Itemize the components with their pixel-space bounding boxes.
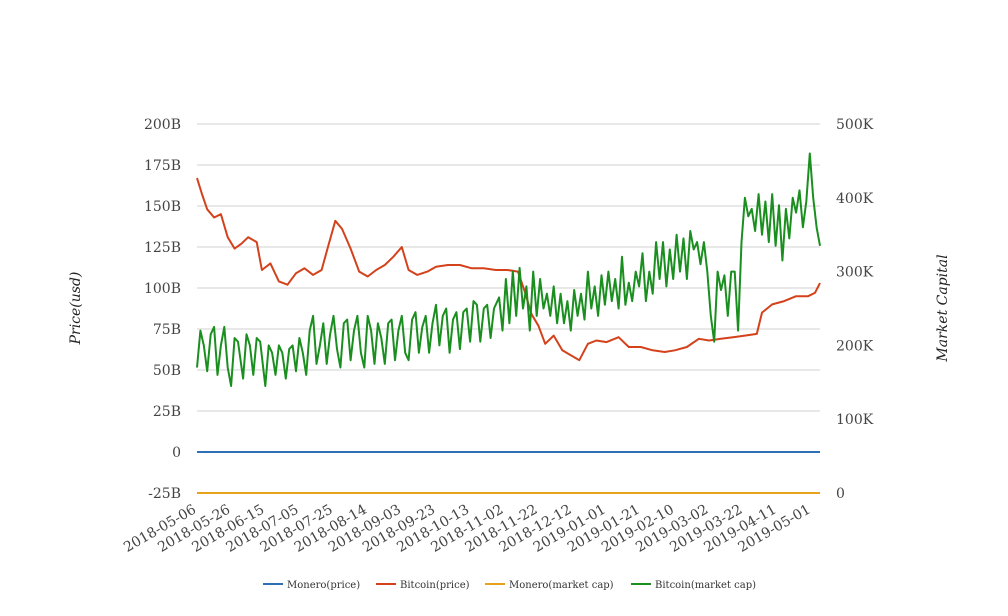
legend-label: Monero(price)	[287, 580, 360, 591]
right-tick-label: 400K	[836, 191, 874, 207]
left-tick-label: 125B	[144, 240, 181, 256]
right-tick-label: 200K	[836, 338, 874, 354]
legend-label: Bitcoin(market cap)	[655, 580, 756, 591]
left-tick-label: 0	[172, 445, 181, 461]
series-line-bitcoin-market-cap	[196, 152, 821, 387]
left-tick-label: 100B	[144, 281, 181, 297]
right-tick-label: 100K	[836, 412, 874, 428]
left-tick-label: 200B	[144, 117, 181, 133]
left-axis-ticks: 200B 175B 150B 125B 100B 75B 50B 25B 0 -25B	[144, 117, 181, 502]
x-axis-ticks: 2018-05-062018-05-262018-06-152018-07-05…	[121, 502, 813, 556]
legend: Monero(price) Bitcoin(price) Monero(market…	[263, 580, 756, 591]
series-line-bitcoin-price	[196, 177, 821, 362]
left-tick-label: 75B	[153, 322, 181, 338]
legend-label: Monero(market cap)	[509, 580, 614, 591]
left-tick-label: 150B	[144, 199, 181, 215]
right-axis-ticks: 500K 400K 300K 200K 100K 0	[836, 117, 874, 502]
left-axis-title: Price(usd)	[68, 272, 84, 346]
legend-label: Bitcoin(price)	[400, 580, 470, 591]
left-tick-label: 25B	[153, 404, 181, 420]
left-tick-label: 175B	[144, 158, 181, 174]
left-tick-label: -25B	[148, 486, 181, 502]
left-tick-label: 50B	[153, 363, 181, 379]
right-tick-label: 300K	[836, 265, 874, 281]
right-tick-label: 500K	[836, 117, 874, 133]
right-axis-title: Market Capital	[935, 254, 951, 362]
right-tick-label: 0	[836, 486, 845, 502]
series-lines	[196, 152, 821, 494]
